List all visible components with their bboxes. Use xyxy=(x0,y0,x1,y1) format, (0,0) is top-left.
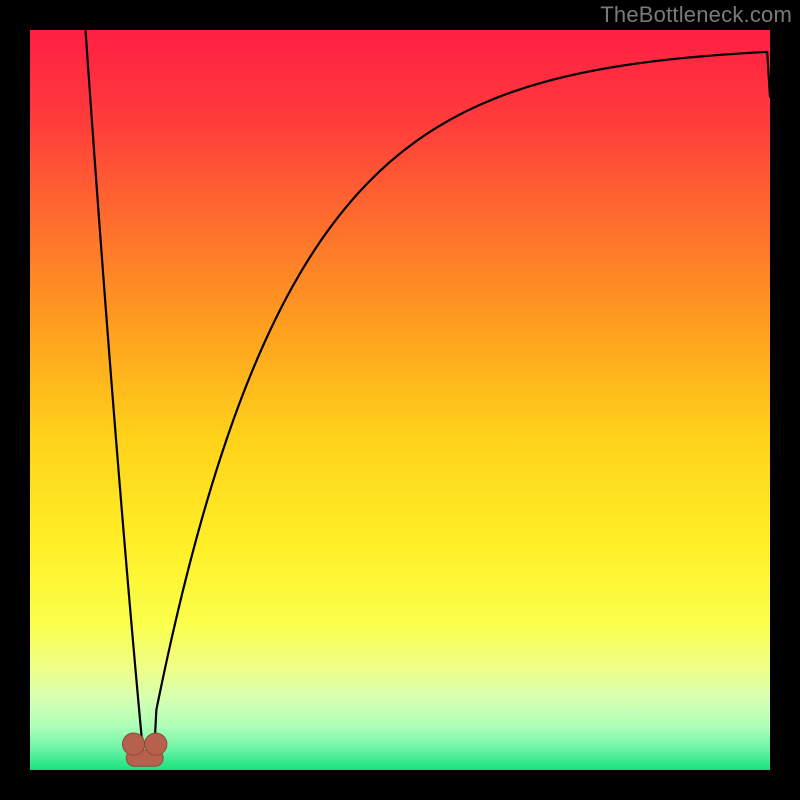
attribution-text: TheBottleneck.com xyxy=(600,2,792,28)
bottleneck-curve-chart xyxy=(0,0,800,800)
gradient-panel xyxy=(30,30,770,770)
chart-container: TheBottleneck.com xyxy=(0,0,800,800)
